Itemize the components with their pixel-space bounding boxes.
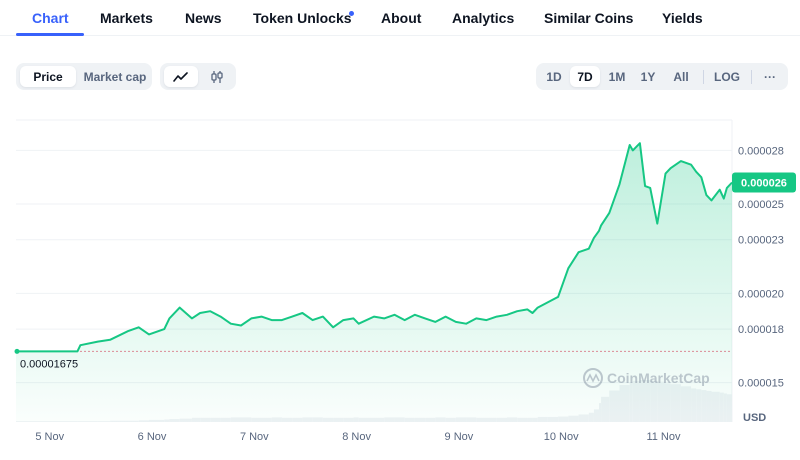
tab-news[interactable]: News — [185, 10, 222, 26]
tab-about[interactable]: About — [381, 10, 422, 26]
y-tick-label: 0.000020 — [738, 288, 784, 300]
x-tick-label: 8 Nov — [342, 431, 371, 443]
range-1d-button[interactable]: 1D — [546, 69, 562, 84]
tab-yields[interactable]: Yields — [662, 10, 703, 26]
range-all-button[interactable]: All — [673, 69, 689, 84]
notification-dot — [349, 11, 354, 16]
range-1y-button[interactable]: 1Y — [640, 69, 656, 84]
price-chart-svg: 0.00001675 CoinMarketCap 0.000028 0.00002… — [14, 119, 796, 443]
range-7d-button[interactable]: 7D — [570, 66, 600, 87]
candlestick-button[interactable] — [200, 66, 234, 87]
range-1m-button[interactable]: 1M — [608, 69, 626, 84]
current-price-label: 0.000026 — [741, 178, 787, 190]
x-tick-label: 7 Nov — [240, 431, 269, 443]
price-chart[interactable]: 0.00001675 CoinMarketCap 0.000028 0.00002… — [0, 110, 800, 460]
y-tick-label: 0.000023 — [738, 235, 784, 247]
candlestick-icon — [211, 70, 223, 83]
x-tick-label: 10 Nov — [544, 431, 579, 443]
x-tick-label: 5 Nov — [35, 431, 64, 443]
metric-toggle: Price Market cap — [16, 63, 152, 90]
active-tab-indicator — [16, 33, 84, 36]
price-button[interactable]: Price — [20, 66, 76, 87]
y-tick-label: 0.000018 — [738, 324, 784, 336]
y-tick-label: 0.000028 — [738, 145, 784, 157]
x-tick-label: 11 Nov — [646, 431, 681, 443]
coinmarketcap-watermark: CoinMarketCap — [583, 368, 710, 388]
price-line-series — [16, 142, 733, 353]
market-cap-button[interactable]: Market cap — [83, 69, 147, 84]
chart-style-toggle — [160, 63, 236, 90]
x-tick-label: 6 Nov — [138, 431, 167, 443]
open-price-label: 0.00001675 — [20, 358, 78, 370]
tab-analytics[interactable]: Analytics — [452, 10, 515, 26]
watermark-text: CoinMarketCap — [607, 370, 710, 386]
current-price-tag: 0.000026 — [732, 172, 796, 193]
line-chart-button[interactable] — [164, 66, 198, 87]
start-point-marker — [14, 348, 20, 354]
tab-markets[interactable]: Markets — [100, 10, 153, 26]
line-chart-icon — [173, 71, 188, 82]
log-scale-button[interactable]: LOG — [714, 69, 740, 84]
more-options-button[interactable]: ··· — [764, 69, 776, 84]
x-tick-label: 9 Nov — [445, 431, 474, 443]
toolbar-divider — [751, 70, 752, 84]
y-tick-label: 0.000015 — [738, 378, 784, 390]
tab-bar: Chart Markets News Token Unlocks About A… — [0, 0, 800, 36]
currency-label: USD — [743, 412, 766, 424]
y-tick-label: 0.000025 — [738, 199, 784, 211]
toolbar-divider — [703, 70, 704, 84]
tab-similar-coins[interactable]: Similar Coins — [544, 10, 634, 26]
range-selector: 1D 7D 1M 1Y All LOG ··· — [536, 63, 788, 90]
price-area-fill — [16, 143, 732, 422]
tab-chart[interactable]: Chart — [32, 10, 69, 26]
tab-token-unlocks[interactable]: Token Unlocks — [253, 10, 352, 26]
